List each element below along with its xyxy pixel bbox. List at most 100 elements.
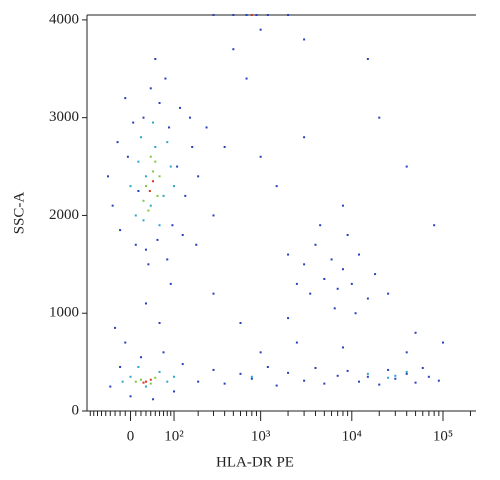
point bbox=[303, 263, 306, 266]
point bbox=[287, 371, 290, 374]
point bbox=[259, 351, 262, 354]
point bbox=[149, 204, 152, 207]
point bbox=[126, 155, 129, 158]
point bbox=[239, 372, 242, 375]
point bbox=[266, 14, 269, 16]
point bbox=[149, 155, 152, 158]
x-tick-label: 10⁵ bbox=[433, 428, 453, 444]
point bbox=[147, 263, 150, 266]
point bbox=[346, 369, 349, 372]
point bbox=[129, 395, 132, 398]
point bbox=[129, 375, 132, 378]
point bbox=[366, 375, 369, 378]
point bbox=[245, 14, 248, 16]
point bbox=[119, 229, 122, 232]
point bbox=[414, 381, 417, 384]
point bbox=[139, 378, 142, 381]
point bbox=[232, 48, 235, 51]
point bbox=[223, 382, 226, 385]
point bbox=[287, 14, 290, 16]
point bbox=[414, 331, 417, 334]
point bbox=[139, 136, 142, 139]
point bbox=[162, 194, 165, 197]
point bbox=[405, 351, 408, 354]
point bbox=[250, 14, 253, 16]
point bbox=[197, 175, 200, 178]
point bbox=[295, 341, 298, 344]
point bbox=[354, 312, 357, 315]
point bbox=[109, 385, 112, 388]
point bbox=[158, 102, 161, 104]
y-tick-label: 1000 bbox=[49, 305, 79, 321]
point bbox=[152, 121, 155, 124]
point bbox=[111, 204, 114, 207]
point bbox=[169, 165, 172, 168]
point bbox=[144, 175, 147, 178]
point bbox=[405, 372, 408, 375]
point bbox=[166, 258, 169, 261]
point bbox=[427, 375, 430, 378]
point bbox=[154, 160, 157, 163]
point bbox=[144, 385, 147, 388]
point bbox=[142, 381, 145, 384]
point bbox=[366, 372, 369, 375]
point bbox=[129, 185, 132, 188]
point bbox=[387, 292, 390, 295]
point bbox=[350, 282, 353, 285]
x-tick-label: 10³ bbox=[251, 428, 271, 444]
point bbox=[144, 185, 147, 188]
point bbox=[259, 155, 262, 158]
point bbox=[158, 224, 161, 227]
point bbox=[171, 224, 174, 227]
y-tick-label: 3000 bbox=[49, 109, 79, 125]
point bbox=[303, 379, 306, 382]
point bbox=[212, 14, 215, 16]
point bbox=[144, 248, 147, 251]
point bbox=[154, 376, 157, 379]
y-axis-label: SSC-A bbox=[11, 192, 27, 235]
point bbox=[154, 146, 157, 148]
point bbox=[147, 209, 150, 212]
point bbox=[212, 368, 215, 371]
point bbox=[295, 282, 298, 285]
point bbox=[142, 219, 145, 222]
point bbox=[239, 322, 242, 324]
point bbox=[330, 258, 333, 261]
y-tick-label: 2000 bbox=[49, 207, 79, 223]
point bbox=[336, 287, 339, 290]
point bbox=[378, 383, 381, 386]
point bbox=[152, 398, 155, 401]
point bbox=[116, 141, 119, 144]
point bbox=[232, 14, 235, 16]
point bbox=[358, 253, 361, 256]
point bbox=[158, 322, 161, 324]
point bbox=[152, 170, 155, 173]
point bbox=[212, 292, 215, 295]
point bbox=[142, 199, 145, 202]
point bbox=[405, 370, 408, 373]
point bbox=[137, 190, 140, 192]
point bbox=[245, 77, 248, 80]
point bbox=[314, 366, 317, 369]
point bbox=[166, 141, 169, 144]
point bbox=[205, 126, 208, 129]
point bbox=[168, 126, 171, 129]
point bbox=[366, 58, 369, 60]
point bbox=[287, 253, 290, 256]
point bbox=[394, 374, 397, 377]
point bbox=[303, 38, 306, 41]
point bbox=[124, 97, 127, 100]
point bbox=[250, 375, 253, 378]
point bbox=[323, 382, 326, 385]
point bbox=[137, 160, 140, 163]
point bbox=[437, 379, 440, 382]
point bbox=[181, 234, 184, 236]
point bbox=[309, 292, 312, 295]
point bbox=[162, 351, 165, 354]
point bbox=[433, 224, 436, 227]
point bbox=[394, 377, 397, 380]
point bbox=[323, 278, 326, 280]
point bbox=[144, 380, 147, 383]
y-tick-label: 4000 bbox=[49, 11, 79, 27]
point bbox=[191, 146, 194, 148]
